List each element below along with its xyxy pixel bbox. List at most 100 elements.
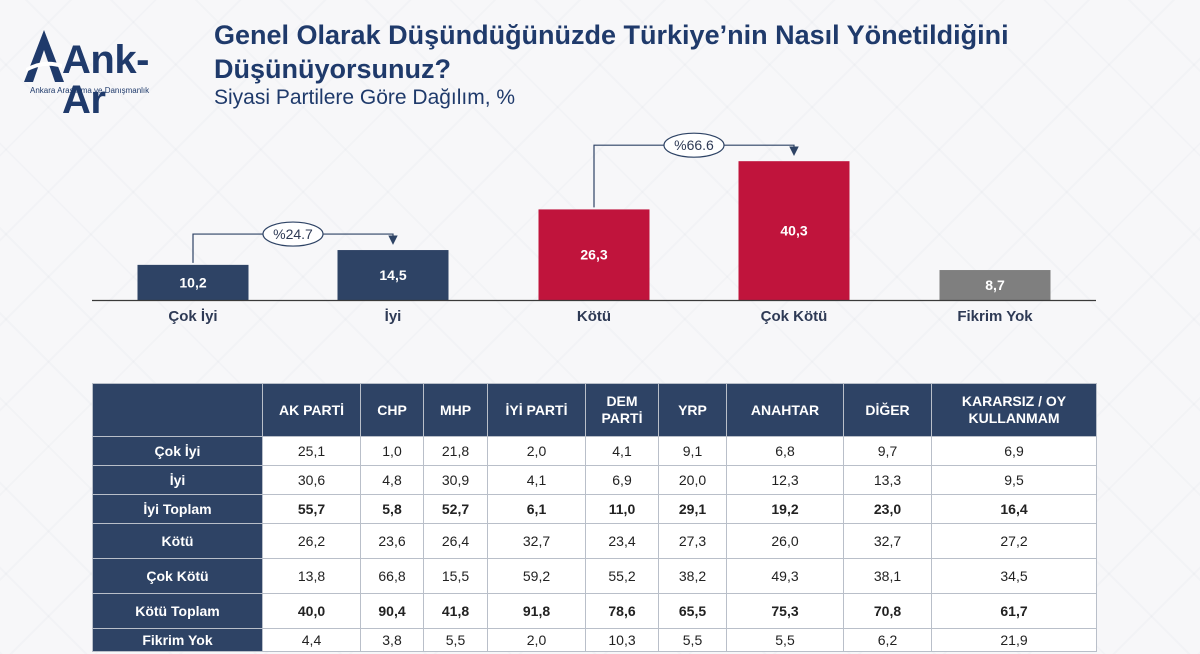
category-label: Fikrim Yok (957, 308, 1033, 325)
percentage-bubble (262, 221, 324, 247)
table-cell: 9,7 (843, 436, 932, 466)
bar (538, 209, 650, 300)
table-cell: 91,8 (487, 593, 586, 629)
table-cell: 30,9 (423, 465, 488, 495)
percentage-annotation: %24.7 (273, 226, 313, 242)
row-label: Fikrim Yok (92, 628, 263, 652)
column-header: KARARSIZ / OY KULLANMAM (931, 383, 1097, 437)
table-cell: 49,3 (726, 558, 844, 594)
percentage-annotation: %66.6 (674, 137, 714, 153)
table-cell: 40,0 (262, 593, 361, 629)
table-cell: 2,0 (487, 436, 586, 466)
row-label: Kötü Toplam (92, 593, 263, 629)
table-cell: 90,4 (360, 593, 424, 629)
table-cell: 55,7 (262, 494, 361, 524)
table-cell: 3,8 (360, 628, 424, 652)
bar-value-label: 40,3 (780, 223, 807, 239)
column-header: ANAHTAR (726, 383, 844, 437)
table-cell: 38,1 (843, 558, 932, 594)
row-label: İyi (92, 465, 263, 495)
table-cell: 16,4 (931, 494, 1097, 524)
table-cell: 12,3 (726, 465, 844, 495)
bar-value-label: 14,5 (379, 267, 406, 283)
column-header: AK PARTİ (262, 383, 361, 437)
column-header: İYİ PARTİ (487, 383, 586, 437)
table-cell: 70,8 (843, 593, 932, 629)
table-cell: 34,5 (931, 558, 1097, 594)
table-cell: 9,1 (658, 436, 727, 466)
table-cell: 19,2 (726, 494, 844, 524)
table-cell: 5,5 (726, 628, 844, 652)
table-cell: 13,8 (262, 558, 361, 594)
table-cell: 6,8 (726, 436, 844, 466)
table-cell: 15,5 (423, 558, 488, 594)
table-cell: 5,8 (360, 494, 424, 524)
row-label: Çok Kötü (92, 558, 263, 594)
table-cell: 29,1 (658, 494, 727, 524)
page-subtitle: Siyasi Partilere Göre Dağılım, % (214, 86, 516, 109)
table-cell: 66,8 (360, 558, 424, 594)
table-cell: 25,1 (262, 436, 361, 466)
logo-triangle-icon (24, 30, 64, 82)
page-title: Genel Olarak Düşündüğünüzde Türkiye’nin … (214, 20, 1009, 84)
table-row: Çok İyi 25,1 1,0 21,8 2,0 4,1 9,1 6,8 9,7 6,9 (92, 436, 1097, 466)
table-header-row: AK PARTİ CHP MHP İYİ PARTİ DEM PARTİ YRP… (92, 383, 1097, 437)
bar-chart: 10,2 Çok İyi 14,5 İyi 26,3 Kötü 40,3 Çok Kötü 8,… (92, 132, 1096, 325)
category-label: İyi (385, 308, 402, 325)
bar-value-label: 10,2 (179, 274, 206, 290)
table-row: Kötü 26,2 23,6 26,4 32,7 23,4 27,3 26,0 32,7 27,2 (92, 523, 1097, 559)
table-cell: 55,2 (585, 558, 659, 594)
category-label: Çok Kötü (761, 308, 828, 325)
table-cell: 11,0 (585, 494, 659, 524)
column-header: MHP (423, 383, 488, 437)
row-label: Kötü (92, 523, 263, 559)
category-label: Çok İyi (168, 308, 217, 325)
table-cell: 1,0 (360, 436, 424, 466)
column-header: CHP (360, 383, 424, 437)
table-cell: 41,8 (423, 593, 488, 629)
table-row: Fikrim Yok 4,4 3,8 5,5 2,0 10,3 5,5 5,5 6,2 21,9 (92, 628, 1097, 652)
table-cell: 6,9 (931, 436, 1097, 466)
table-cell: 23,6 (360, 523, 424, 559)
party-breakdown-table: AK PARTİ CHP MHP İYİ PARTİ DEM PARTİ YRP… (92, 383, 1097, 652)
row-label: Çok İyi (92, 436, 263, 466)
table-cell: 6,2 (843, 628, 932, 652)
bar (337, 250, 449, 300)
bar (137, 264, 249, 300)
percentage-bubble (663, 132, 725, 158)
table-cell: 9,5 (931, 465, 1097, 495)
table-cell: 26,4 (423, 523, 488, 559)
table-cell: 10,3 (585, 628, 659, 652)
table-cell: 27,2 (931, 523, 1097, 559)
logo-subtitle: Ankara Araştırma ve Danışmanlık (30, 86, 150, 95)
table-cell: 38,2 (658, 558, 727, 594)
table-row: İyi Toplam 55,7 5,8 52,7 6,1 11,0 29,1 19,2 23,0… (92, 494, 1097, 524)
table-cell: 4,1 (487, 465, 586, 495)
table-cell: 20,0 (658, 465, 727, 495)
table-cell: 26,0 (726, 523, 844, 559)
table-cell: 75,3 (726, 593, 844, 629)
table-row: İyi 30,6 4,8 30,9 4,1 6,9 20,0 12,3 13,3 9,5 (92, 465, 1097, 495)
table-cell: 23,4 (585, 523, 659, 559)
bar (939, 270, 1051, 300)
table-corner-cell (92, 383, 263, 437)
table-cell: 2,0 (487, 628, 586, 652)
table-cell: 65,5 (658, 593, 727, 629)
column-header: DİĞER (843, 383, 932, 437)
bar-value-label: 26,3 (580, 247, 607, 263)
bar (738, 161, 850, 300)
table-cell: 4,8 (360, 465, 424, 495)
row-label: İyi Toplam (92, 494, 263, 524)
bar-value-label: 8,7 (985, 277, 1005, 293)
table-cell: 4,1 (585, 436, 659, 466)
table-row: Çok Kötü 13,8 66,8 15,5 59,2 55,2 38,2 49,3 38,1… (92, 558, 1097, 594)
table-cell: 13,3 (843, 465, 932, 495)
table-cell: 52,7 (423, 494, 488, 524)
column-header: YRP (658, 383, 727, 437)
column-header: DEM PARTİ (585, 383, 659, 437)
table-cell: 23,0 (843, 494, 932, 524)
table-cell: 6,1 (487, 494, 586, 524)
table-cell: 26,2 (262, 523, 361, 559)
table-cell: 21,8 (423, 436, 488, 466)
table-cell: 61,7 (931, 593, 1097, 629)
